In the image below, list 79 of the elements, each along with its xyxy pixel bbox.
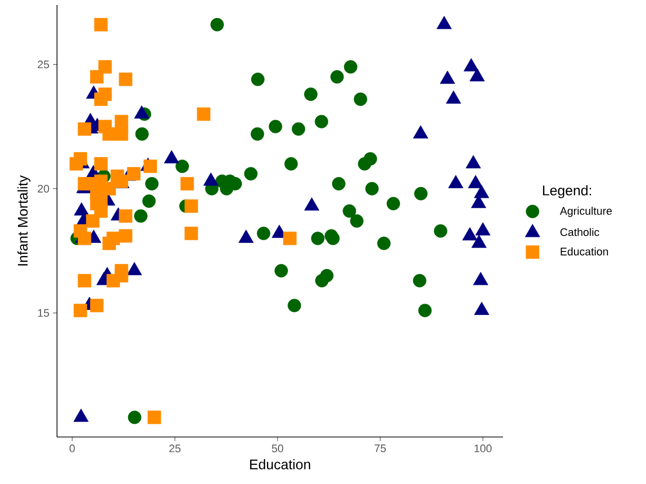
point — [98, 88, 112, 101]
point — [184, 199, 198, 213]
point — [418, 304, 432, 318]
point — [330, 70, 344, 84]
point — [176, 160, 189, 174]
point — [344, 60, 358, 74]
point — [78, 122, 92, 136]
x-tick-label: 100 — [474, 444, 492, 452]
point — [256, 226, 270, 240]
point — [110, 170, 124, 183]
point — [354, 92, 368, 106]
point — [412, 274, 426, 288]
point — [135, 127, 149, 141]
point — [332, 177, 346, 190]
point — [196, 107, 210, 121]
point — [284, 157, 298, 171]
point — [283, 232, 297, 246]
point — [434, 224, 448, 238]
point — [288, 298, 302, 312]
point — [78, 177, 92, 190]
point — [315, 274, 329, 288]
y-axis-title: Infant Mortality — [17, 175, 30, 266]
point — [70, 157, 83, 171]
point — [118, 229, 132, 243]
point — [324, 229, 338, 243]
point — [78, 274, 92, 288]
point — [94, 18, 108, 32]
point — [102, 236, 116, 250]
point — [377, 236, 391, 250]
point — [142, 194, 156, 208]
point — [350, 214, 364, 228]
point — [114, 264, 128, 278]
point — [251, 72, 265, 86]
point — [90, 70, 104, 84]
point — [118, 209, 132, 223]
point — [184, 226, 198, 240]
point — [74, 224, 88, 238]
point — [314, 114, 328, 128]
point — [268, 120, 282, 134]
x-tick-label: 75 — [374, 444, 386, 452]
point — [114, 114, 128, 128]
legend-label: Education — [560, 247, 608, 256]
point — [118, 72, 132, 86]
point — [386, 196, 400, 210]
point — [74, 304, 88, 318]
point — [94, 157, 108, 171]
point — [148, 410, 162, 424]
point — [98, 120, 112, 134]
point — [90, 298, 104, 312]
point — [144, 160, 157, 174]
point — [86, 214, 100, 228]
point — [106, 274, 120, 288]
x-axis-title: Education — [250, 459, 310, 470]
point — [180, 177, 194, 190]
point — [244, 167, 258, 180]
point — [127, 167, 140, 180]
y-tick-label: 15 — [38, 309, 50, 317]
point — [292, 122, 306, 136]
point — [274, 264, 288, 278]
legend-label: Agriculture — [560, 206, 612, 217]
point — [134, 209, 148, 223]
point — [210, 18, 224, 32]
y-tick-label: 20 — [38, 184, 50, 193]
point — [365, 182, 379, 196]
point — [414, 186, 428, 200]
legend-label: Catholic — [560, 228, 600, 236]
x-tick-label: 50 — [272, 444, 284, 452]
point — [342, 204, 356, 218]
x-tick-label: 25 — [169, 444, 180, 452]
point — [250, 127, 264, 141]
point — [311, 232, 324, 246]
point — [358, 157, 372, 171]
y-tick-label: 25 — [38, 60, 50, 68]
point — [304, 88, 318, 101]
x-tick-label: 0 — [70, 444, 75, 452]
legend-title: Legend: — [543, 185, 592, 198]
point — [98, 60, 112, 74]
point — [145, 177, 159, 190]
point — [128, 410, 142, 424]
